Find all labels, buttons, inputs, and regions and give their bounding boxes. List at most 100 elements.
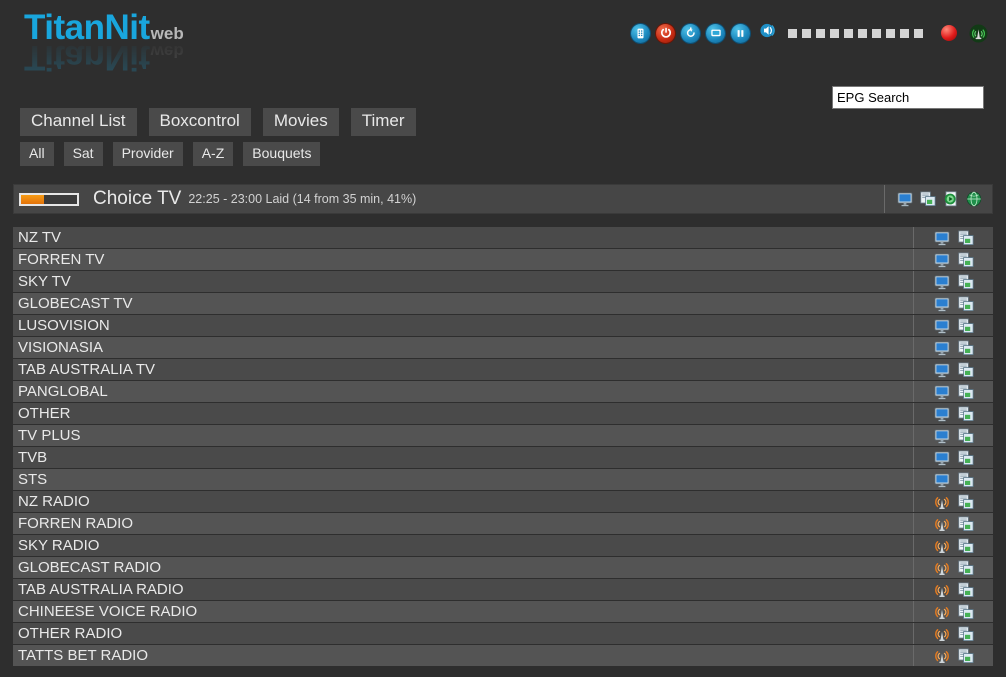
epg-search-container [832,86,984,109]
power-icon[interactable] [656,23,675,43]
tv-monitor-icon[interactable] [934,406,950,422]
radio-antenna-icon[interactable] [934,538,950,554]
windows-copy-icon[interactable] [920,191,936,207]
screenshot-icon[interactable] [706,23,725,43]
bouquet-list-icon[interactable] [957,538,974,554]
signal-antenna-icon[interactable] [969,24,988,43]
subtab-provider[interactable]: Provider [112,142,183,166]
list-item[interactable]: LUSOVISION [13,315,993,337]
tv-monitor-icon[interactable] [934,340,950,356]
bouquet-list-icon[interactable] [957,560,974,576]
radio-antenna-icon[interactable] [934,582,950,598]
bouquet-list-icon[interactable] [957,230,974,246]
tv-monitor-icon[interactable] [934,230,950,246]
radio-antenna-icon[interactable] [934,516,950,532]
bouquet-list-icon[interactable] [957,362,974,378]
list-item[interactable]: OTHER RADIO [13,623,993,645]
bouquet-list-icon[interactable] [957,384,974,400]
list-item[interactable]: STS [13,469,993,491]
channel-list[interactable]: NZ TV FORREN TV SKY TV GLOBECAST TV LUSOVISI… [13,227,993,677]
list-item-actions [913,271,993,292]
list-item[interactable]: PANGLOBAL [13,381,993,403]
bouquet-list-icon[interactable] [957,428,974,444]
list-item[interactable]: TAB AUSTRALIA TV [13,359,993,381]
list-item[interactable]: OTHER [13,403,993,425]
list-item[interactable]: FORREN TV [13,249,993,271]
media-play-file-icon[interactable] [943,191,959,207]
list-item[interactable]: TATTS BET RADIO [13,645,993,667]
volume-cell[interactable] [788,28,797,38]
tv-monitor-icon[interactable] [934,472,950,488]
list-item[interactable]: NZ TV [13,227,993,249]
tv-monitor-icon[interactable] [897,191,913,207]
tv-monitor-icon[interactable] [934,384,950,400]
radio-antenna-icon[interactable] [934,560,950,576]
remote-control-icon[interactable] [631,23,650,43]
volume-cell[interactable] [914,28,923,38]
radio-antenna-icon[interactable] [934,494,950,510]
volume-icon[interactable] [760,22,777,44]
radio-antenna-icon[interactable] [934,626,950,642]
volume-cell[interactable] [872,28,881,38]
list-item-label: LUSOVISION [18,317,110,334]
bouquet-list-icon[interactable] [957,450,974,466]
app-logo: TitanNitweb TitanNitweb [24,10,184,77]
bouquet-list-icon[interactable] [957,274,974,290]
tv-monitor-icon[interactable] [934,274,950,290]
volume-cell[interactable] [886,28,895,38]
pause-icon[interactable] [731,23,750,43]
bouquet-list-icon[interactable] [957,604,974,620]
radio-antenna-icon[interactable] [934,604,950,620]
bouquet-list-icon[interactable] [957,648,974,664]
bouquet-list-icon[interactable] [957,406,974,422]
tv-monitor-icon[interactable] [934,362,950,378]
tv-monitor-icon[interactable] [934,296,950,312]
subtab-all[interactable]: All [20,142,54,166]
subtab-a-z[interactable]: A-Z [192,142,234,166]
subtab-bouquets[interactable]: Bouquets [243,142,321,166]
list-item[interactable]: GLOBECAST RADIO [13,557,993,579]
bouquet-list-icon[interactable] [957,472,974,488]
bouquet-list-icon[interactable] [957,516,974,532]
tv-monitor-icon[interactable] [934,318,950,334]
list-item[interactable]: TVB [13,447,993,469]
bouquet-list-icon[interactable] [957,494,974,510]
tab-timer[interactable]: Timer [350,108,416,136]
tab-boxcontrol[interactable]: Boxcontrol [148,108,251,136]
volume-cell[interactable] [900,28,909,38]
tab-movies[interactable]: Movies [262,108,339,136]
globe-icon[interactable] [966,191,982,207]
list-item[interactable]: VISIONASIA [13,337,993,359]
tab-channel-list[interactable]: Channel List [20,108,137,136]
tv-monitor-icon[interactable] [934,428,950,444]
refresh-icon[interactable] [681,23,700,43]
list-item[interactable]: CHINEESE VOICE RADIO [13,601,993,623]
subtab-sat[interactable]: Sat [63,142,103,166]
volume-bar[interactable] [788,28,923,38]
list-item[interactable]: TAB AUSTRALIA RADIO [13,579,993,601]
bouquet-list-icon[interactable] [957,626,974,642]
list-item[interactable]: FORREN RADIO [13,513,993,535]
bouquet-list-icon[interactable] [957,252,974,268]
list-item[interactable]: SKY TV [13,271,993,293]
radio-antenna-icon[interactable] [934,648,950,664]
list-item[interactable]: GLOBECAST TV [13,293,993,315]
volume-cell[interactable] [830,28,839,38]
volume-cell[interactable] [858,28,867,38]
control-icon-bar [631,22,988,44]
filter-tab-bar: All Sat Provider A-Z Bouquets [20,142,321,166]
list-item[interactable]: NZ RADIO [13,491,993,513]
bouquet-list-icon[interactable] [957,340,974,356]
epg-search-input[interactable] [832,86,984,109]
tv-monitor-icon[interactable] [934,252,950,268]
bouquet-list-icon[interactable] [957,318,974,334]
bouquet-list-icon[interactable] [957,582,974,598]
volume-cell[interactable] [816,28,825,38]
list-item-label: OTHER [18,405,71,422]
tv-monitor-icon[interactable] [934,450,950,466]
bouquet-list-icon[interactable] [957,296,974,312]
volume-cell[interactable] [844,28,853,38]
list-item[interactable]: SKY RADIO [13,535,993,557]
list-item[interactable]: TV PLUS [13,425,993,447]
volume-cell[interactable] [802,28,811,38]
